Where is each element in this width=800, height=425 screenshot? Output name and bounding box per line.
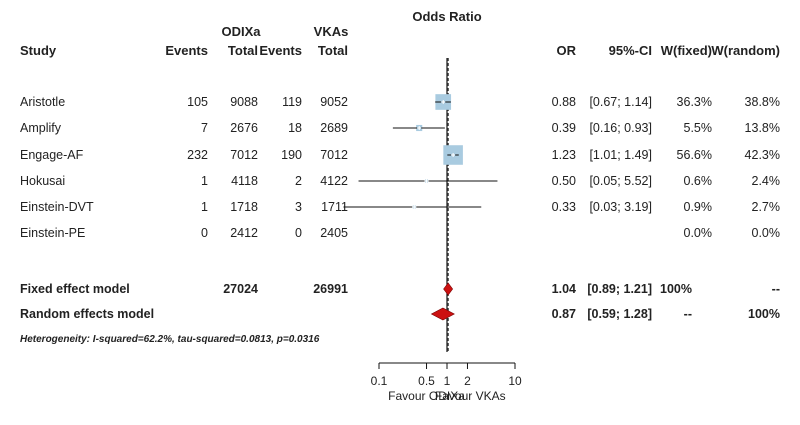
study-weight-fixed: 56.6%: [677, 148, 712, 162]
plot-title: Odds Ratio: [412, 9, 481, 24]
study-total2: 7012: [320, 148, 348, 162]
study-events2: 119: [282, 95, 302, 109]
model-weight-random: 100%: [748, 307, 780, 321]
study-total1: 7012: [230, 148, 258, 162]
favour-vkas-label: Favour VKAs: [435, 389, 506, 403]
study-total2: 9052: [320, 95, 348, 109]
study-total1: 2412: [230, 226, 258, 240]
study-or: 0.88: [552, 95, 576, 109]
study-events1: 105: [187, 95, 208, 109]
study-events1: 0: [201, 226, 208, 240]
study-total1: 1718: [230, 200, 258, 214]
study-or: 1.23: [552, 148, 576, 162]
model-name: Random effects model: [20, 307, 154, 321]
study-name: Einstein-PE: [20, 226, 85, 240]
study-name: Hokusai: [20, 174, 65, 188]
study-name: Aristotle: [20, 95, 65, 109]
study-weight-fixed: 0.0%: [684, 226, 713, 240]
model-name: Fixed effect model: [20, 282, 130, 296]
study-total2: 2689: [320, 121, 348, 135]
group2-header: VKAs: [314, 24, 349, 39]
study-weight-random: 42.3%: [745, 148, 780, 162]
study-weight-random: 0.0%: [752, 226, 781, 240]
study-events2: 2: [295, 174, 302, 188]
study-name: Amplify: [20, 121, 62, 135]
total2-header: Total: [318, 43, 348, 58]
model-total2: 26991: [313, 282, 348, 296]
x-axis-tick-label: 2: [464, 374, 471, 388]
study-ci: [0.03; 3.19]: [589, 200, 652, 214]
events2-header: Events: [259, 43, 302, 58]
favour-odixa-label: Favour ODIXa: [388, 389, 465, 403]
study-name: Einstein-DVT: [20, 200, 94, 214]
model-diamond: [443, 282, 454, 296]
wrandom-header: W(random): [711, 43, 780, 58]
model-weight-fixed: --: [684, 307, 692, 321]
study-header: Study: [20, 43, 57, 58]
wfixed-header: W(fixed): [661, 43, 712, 58]
model-ci: [0.59; 1.28]: [587, 307, 652, 321]
study-total1: 4118: [231, 174, 258, 188]
or-header: OR: [557, 43, 577, 58]
study-weight-fixed: 0.6%: [684, 174, 713, 188]
model-diamond: [430, 307, 455, 321]
study-ci: [0.05; 5.52]: [589, 174, 652, 188]
x-axis-tick-label: 0.1: [371, 374, 388, 388]
model-weight-random: --: [772, 282, 780, 296]
ci-header: 95%-CI: [609, 43, 652, 58]
model-total1: 27024: [223, 282, 258, 296]
x-axis-tick-label: 0.5: [418, 374, 435, 388]
study-or: 0.39: [552, 121, 576, 135]
heterogeneity-text: Heterogeneity: I-squared=62.2%, tau-squa…: [20, 334, 320, 345]
x-axis-tick-label: 1: [444, 374, 451, 388]
group1-header: ODIXa: [221, 24, 261, 39]
study-total2: 1711: [321, 200, 348, 214]
study-events1: 1: [201, 200, 208, 214]
total1-header: Total: [228, 43, 258, 58]
study-events2: 0: [295, 226, 302, 240]
study-events1: 1: [201, 174, 208, 188]
study-weight-fixed: 0.9%: [684, 200, 713, 214]
study-or: 0.33: [552, 200, 576, 214]
model-ci: [0.89; 1.21]: [587, 282, 652, 296]
study-weight-fixed: 5.5%: [684, 121, 713, 135]
study-events1: 7: [201, 121, 208, 135]
study-weight-random: 2.7%: [752, 200, 781, 214]
study-name: Engage-AF: [20, 148, 84, 162]
study-total2: 4122: [320, 174, 348, 188]
study-weight-random: 38.8%: [745, 95, 780, 109]
model-weight-fixed: 100%: [660, 282, 692, 296]
study-events2: 3: [295, 200, 302, 214]
study-total1: 9088: [230, 95, 258, 109]
study-total1: 2676: [230, 121, 258, 135]
study-weight-random: 13.8%: [745, 121, 780, 135]
study-or: 0.50: [552, 174, 576, 188]
study-weight-random: 2.4%: [752, 174, 781, 188]
x-axis-tick-label: 10: [508, 374, 522, 388]
study-weight-fixed: 36.3%: [677, 95, 712, 109]
study-ci: [0.16; 0.93]: [589, 121, 652, 135]
model-or: 1.04: [552, 282, 576, 296]
model-or: 0.87: [552, 307, 576, 321]
events1-header: Events: [165, 43, 208, 58]
study-ci: [1.01; 1.49]: [589, 148, 652, 162]
study-ci: [0.67; 1.14]: [589, 95, 652, 109]
study-events2: 18: [288, 121, 302, 135]
study-total2: 2405: [320, 226, 348, 240]
study-events2: 190: [281, 148, 302, 162]
study-events1: 232: [187, 148, 208, 162]
